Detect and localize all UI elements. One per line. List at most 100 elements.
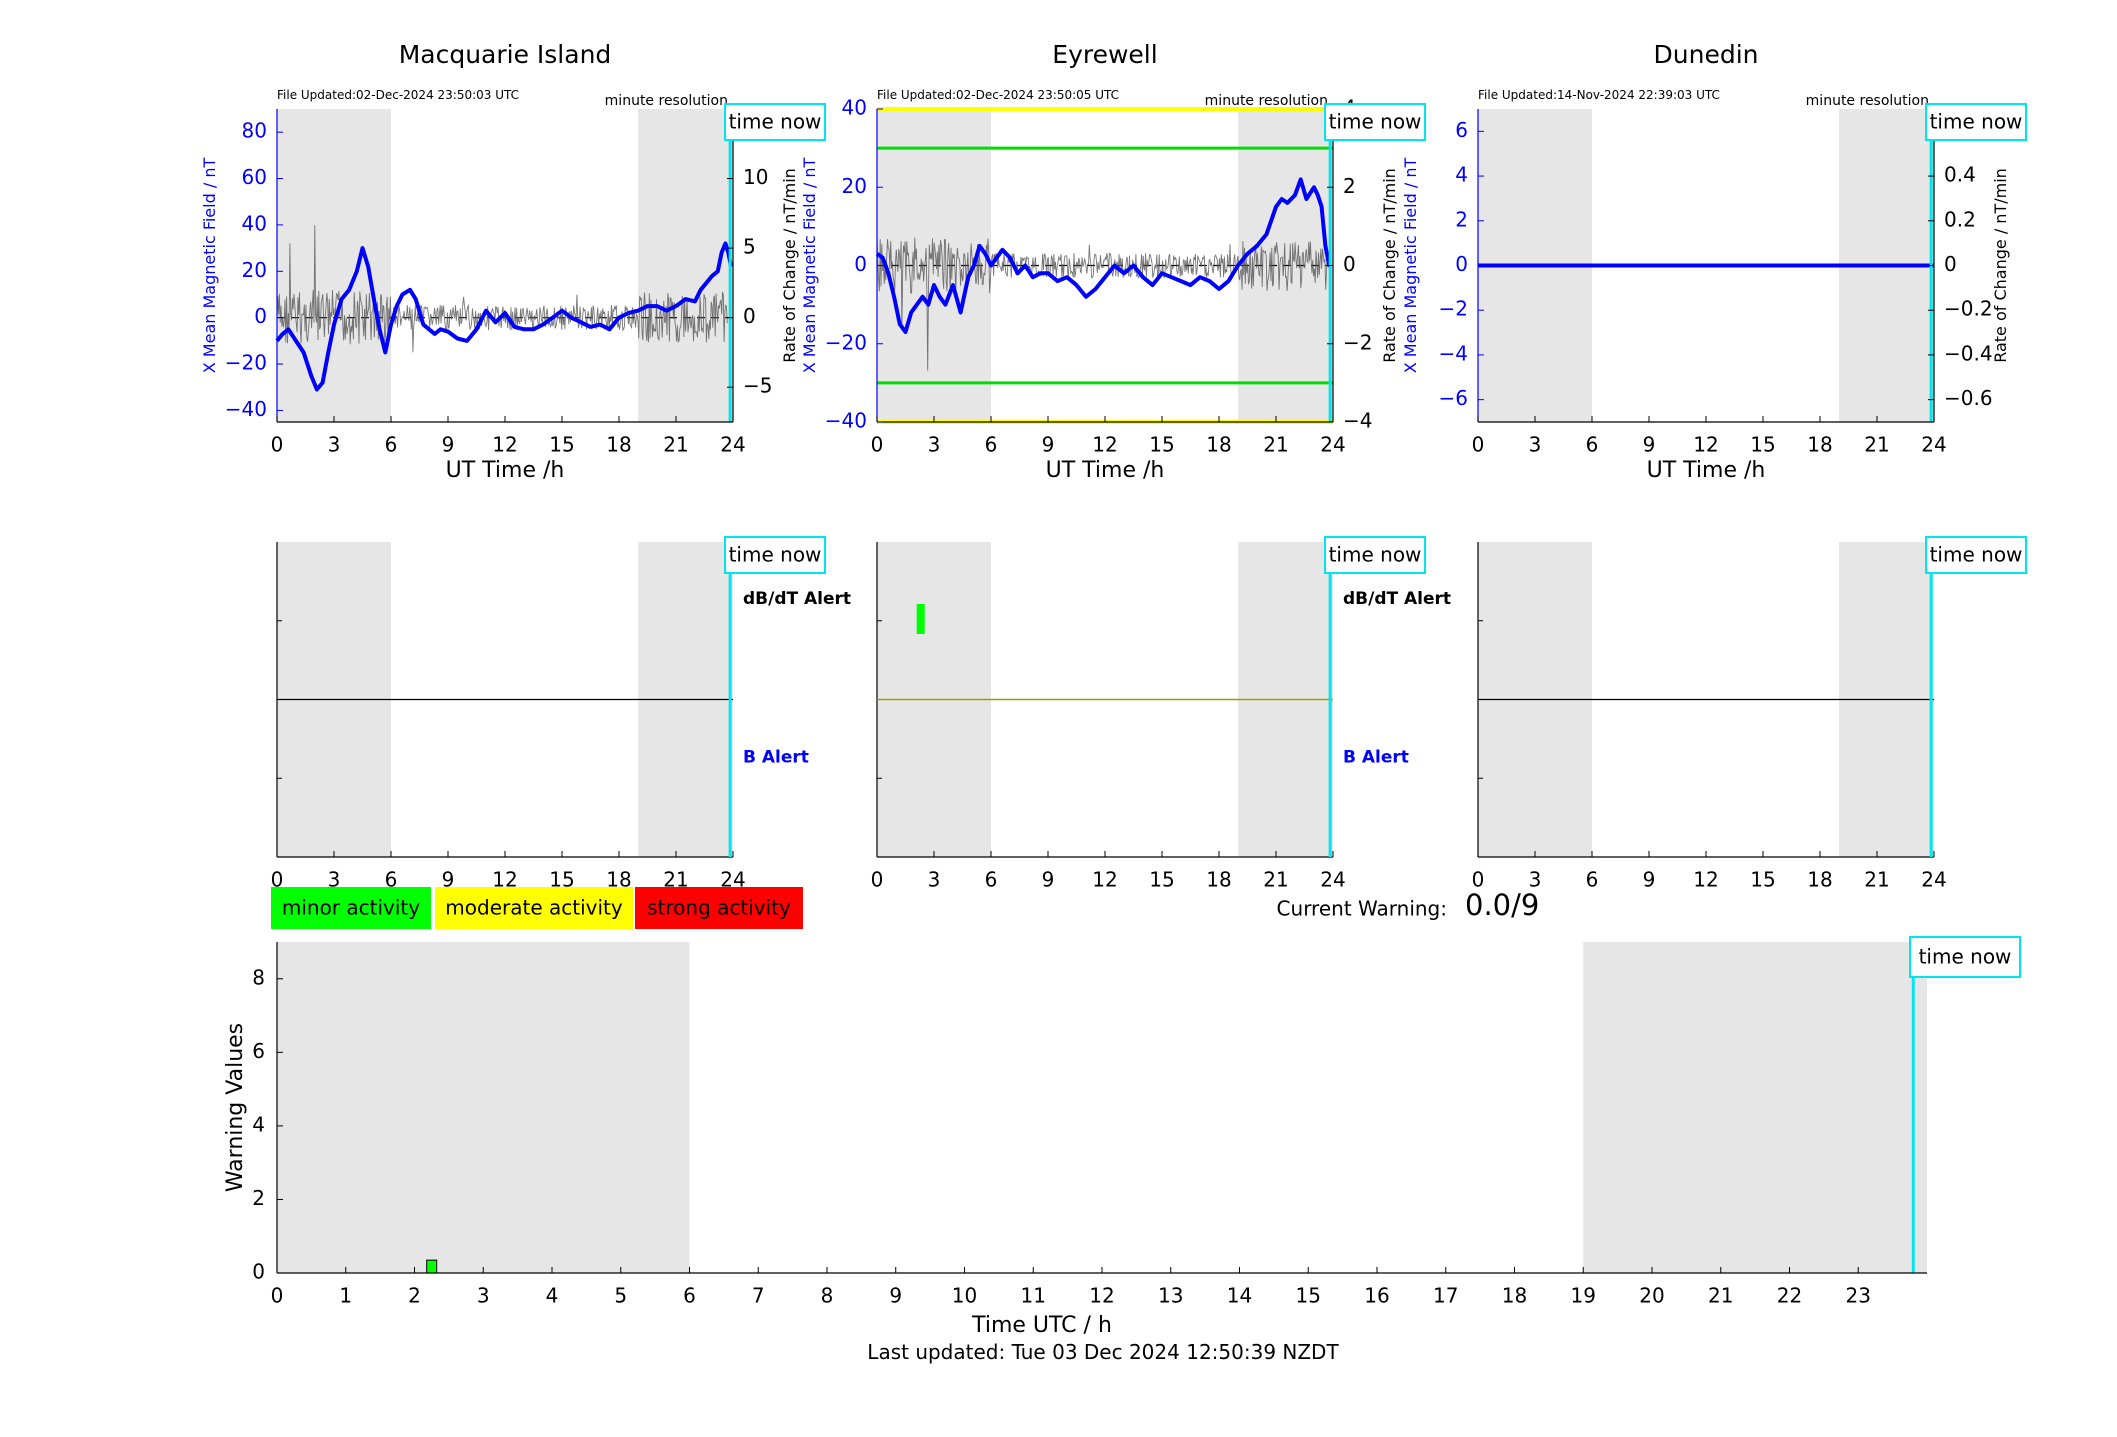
x-tick-label: 15 bbox=[1750, 868, 1775, 892]
x-tick-label: 6 bbox=[385, 433, 398, 457]
x-tick-label: 24 bbox=[1921, 868, 1946, 892]
x-tick-label: 6 bbox=[1586, 433, 1599, 457]
x-tick-label: 6 bbox=[1586, 868, 1599, 892]
y2-tick-label: −4 bbox=[1343, 409, 1372, 433]
y-tick-label: 20 bbox=[242, 258, 267, 282]
x-tick-label: 15 bbox=[1750, 433, 1775, 457]
time-now-box bbox=[1324, 536, 1426, 574]
y-tick-label: −6 bbox=[1439, 386, 1468, 410]
night-band bbox=[277, 109, 391, 422]
y-axis-label: Warning Values bbox=[223, 1023, 248, 1192]
y-tick-label: −20 bbox=[825, 330, 867, 354]
x-tick-label: 0 bbox=[271, 1284, 284, 1308]
x-tick-label: 0 bbox=[1472, 868, 1485, 892]
legend-strong-swatch bbox=[635, 887, 803, 929]
x-axis-label: UT Time /h bbox=[446, 458, 565, 483]
x-tick-label: 10 bbox=[952, 1284, 977, 1308]
resolution-text: minute resolution bbox=[1806, 93, 1929, 109]
y2-tick-label: 0 bbox=[1944, 252, 1957, 276]
x-tick-label: 4 bbox=[546, 1284, 559, 1308]
x-tick-label: 13 bbox=[1158, 1284, 1183, 1308]
x-tick-label: 12 bbox=[1089, 1284, 1114, 1308]
x-tick-label: 0 bbox=[871, 433, 884, 457]
x-tick-label: 3 bbox=[1529, 868, 1542, 892]
y-tick-label: 20 bbox=[842, 174, 867, 198]
x-tick-label: 0 bbox=[1472, 433, 1485, 457]
x-tick-label: 3 bbox=[328, 433, 341, 457]
y2-tick-label: 10 bbox=[743, 165, 768, 189]
y-tick-label: 0 bbox=[252, 1260, 265, 1284]
x-tick-label: 6 bbox=[683, 1284, 696, 1308]
y2-axis-label: Rate of Change / nT/min bbox=[780, 168, 799, 363]
x-tick-label: 6 bbox=[985, 868, 998, 892]
y-tick-label: 6 bbox=[1455, 118, 1468, 142]
current-warning-label: Current Warning: bbox=[1277, 897, 1447, 921]
x-tick-label: 14 bbox=[1227, 1284, 1252, 1308]
y-tick-label: 40 bbox=[242, 211, 267, 235]
x-tick-label: 21 bbox=[1708, 1284, 1733, 1308]
time-now-box bbox=[724, 103, 826, 141]
y2-tick-label: −2 bbox=[1343, 330, 1372, 354]
time-now-box bbox=[1925, 536, 2027, 574]
y-tick-label: −4 bbox=[1439, 341, 1468, 365]
x-tick-label: 12 bbox=[1693, 868, 1718, 892]
time-now-label: time now bbox=[1919, 945, 2012, 969]
y-tick-label: 0 bbox=[254, 304, 267, 328]
x-tick-label: 7 bbox=[752, 1284, 765, 1308]
b-alert-label: B Alert bbox=[743, 748, 809, 768]
y-tick-label: 0 bbox=[1455, 252, 1468, 276]
x-tick-label: 15 bbox=[1149, 868, 1174, 892]
y-tick-label: 4 bbox=[252, 1112, 265, 1136]
x-tick-label: 15 bbox=[549, 433, 574, 457]
legend-strong-label: strong activity bbox=[647, 896, 791, 920]
x-tick-label: 21 bbox=[663, 433, 688, 457]
y-tick-label: 4 bbox=[1455, 163, 1468, 187]
time-now-box bbox=[1909, 936, 2021, 978]
y-tick-label: 8 bbox=[252, 965, 265, 989]
x-tick-label: 24 bbox=[1320, 433, 1345, 457]
activity-legend: minor activity moderate activity strong ac… bbox=[271, 887, 803, 929]
field-chart-3: Dunedin−6−4−20246−0.6−0.4−0.200.20.40.60… bbox=[1401, 40, 2027, 483]
x-tick-label: 12 bbox=[1693, 433, 1718, 457]
x-tick-label: 24 bbox=[1921, 433, 1946, 457]
time-now-label: time now bbox=[729, 110, 822, 134]
x-axis-label: UT Time /h bbox=[1647, 458, 1766, 483]
x-tick-label: 19 bbox=[1571, 1284, 1596, 1308]
y-tick-label: 60 bbox=[242, 165, 267, 189]
y2-tick-label: −0.2 bbox=[1944, 297, 1993, 321]
x-tick-label: 2 bbox=[408, 1284, 421, 1308]
y2-tick-label: −0.6 bbox=[1944, 386, 1993, 410]
x-tick-label: 9 bbox=[442, 433, 455, 457]
y-tick-label: 40 bbox=[842, 96, 867, 120]
time-now-box bbox=[1324, 103, 1426, 141]
y-tick-label: −20 bbox=[225, 351, 267, 375]
x-tick-label: 22 bbox=[1777, 1284, 1802, 1308]
y2-tick-label: 0 bbox=[743, 304, 756, 328]
b-alert-label: B Alert bbox=[1343, 748, 1409, 768]
x-tick-label: 18 bbox=[1206, 433, 1231, 457]
night-band bbox=[277, 942, 690, 1273]
x-tick-label: 3 bbox=[1529, 433, 1542, 457]
x-tick-label: 21 bbox=[1263, 433, 1288, 457]
field-chart-2: Eyrewell−40−2002040−4−202403691215182124… bbox=[800, 40, 1426, 483]
x-tick-label: 9 bbox=[889, 1284, 902, 1308]
y2-tick-label: −5 bbox=[743, 374, 772, 398]
x-tick-label: 15 bbox=[1296, 1284, 1321, 1308]
last-updated-text: Last updated: Tue 03 Dec 2024 12:50:39 N… bbox=[867, 1340, 1339, 1364]
y-tick-label: −40 bbox=[825, 409, 867, 433]
y2-axis-label: Rate of Change / nT/min bbox=[1380, 168, 1399, 363]
y2-tick-label: 5 bbox=[743, 235, 756, 259]
x-tick-label: 6 bbox=[385, 868, 398, 892]
dbdt-alert-label: dB/dT Alert bbox=[743, 589, 851, 609]
legend-minor-label: minor activity bbox=[282, 896, 420, 920]
x-tick-label: 3 bbox=[477, 1284, 490, 1308]
x-tick-label: 12 bbox=[1092, 433, 1117, 457]
time-now-label: time now bbox=[1329, 110, 1422, 134]
x-tick-label: 24 bbox=[720, 433, 745, 457]
y-tick-label: 80 bbox=[242, 119, 267, 143]
x-tick-label: 3 bbox=[328, 868, 341, 892]
x-tick-label: 17 bbox=[1433, 1284, 1458, 1308]
file-updated-text: File Updated:02-Dec-2024 23:50:05 UTC bbox=[877, 88, 1119, 102]
resolution-text: minute resolution bbox=[1205, 93, 1328, 109]
